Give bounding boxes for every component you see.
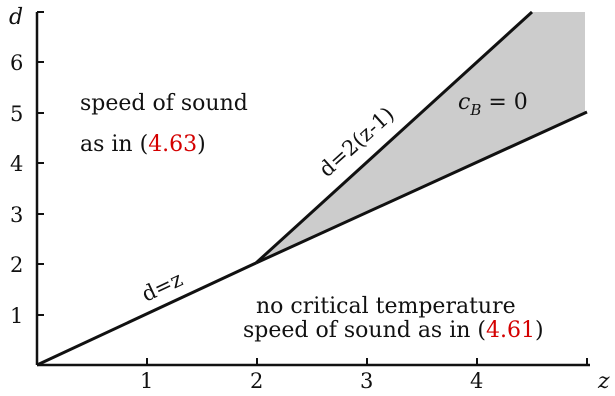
- y-tick-label: 2: [10, 253, 23, 277]
- label-cb-c: c: [458, 90, 470, 115]
- x-axis-label: z: [597, 369, 610, 391]
- y-ticks: [37, 11, 44, 316]
- y-tick-label: 4: [10, 152, 23, 176]
- region-lower-right-prefix: speed of sound as in (: [243, 318, 486, 343]
- x-tick-label: 4: [470, 369, 483, 391]
- y-tick-label: 1: [10, 304, 23, 328]
- region-lower-right-line2: speed of sound as in (4.61): [243, 318, 544, 343]
- region-lower-right-suffix: ): [535, 318, 544, 343]
- x-tick-label: 2: [250, 369, 263, 391]
- region-upper-left-prefix: as in (: [80, 132, 148, 157]
- label-cb-zero: cB = 0: [458, 90, 528, 119]
- y-tick-label: 3: [10, 203, 23, 227]
- label-cb-sub: B: [469, 101, 481, 119]
- line-d-equals-2z-minus-1: [254, 10, 534, 265]
- label-cb-rest: = 0: [481, 90, 527, 115]
- equation-ref-4-61[interactable]: 4.61: [486, 318, 535, 343]
- region-upper-left-line2: as in (4.63): [80, 132, 206, 157]
- x-tick-label: 3: [360, 369, 373, 391]
- line-lower-boundary: [255, 110, 588, 265]
- line-d-equals-z: [36, 261, 257, 367]
- y-tick-label: 6: [10, 51, 23, 75]
- y-tick-label: 5: [10, 102, 23, 126]
- region-upper-left-line1: speed of sound: [80, 91, 248, 116]
- label-d-equals-z: d=z: [138, 267, 186, 307]
- x-ticks: [146, 358, 588, 365]
- region-lower-right-line1: no critical temperature: [256, 294, 516, 319]
- y-axis-label: d: [9, 5, 23, 30]
- equation-ref-4-63[interactable]: 4.63: [148, 132, 197, 157]
- region-upper-left-suffix: ): [197, 132, 206, 157]
- x-tick-label: 1: [140, 369, 153, 391]
- shaded-region-cb-zero: [256, 12, 585, 263]
